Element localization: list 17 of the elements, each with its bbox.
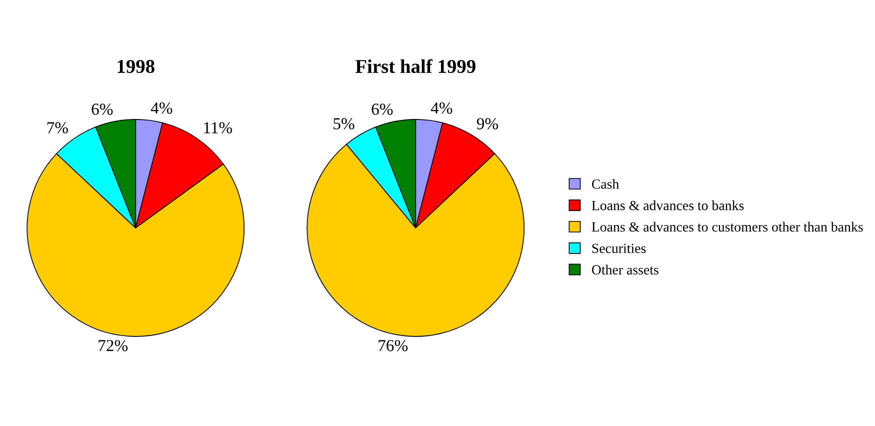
chart-title: 1998 <box>118 60 154 74</box>
data-label: 72% <box>98 340 128 352</box>
legend-label: Loans & advances to customers other than banks <box>592 222 863 232</box>
legend-label: Cash <box>592 179 619 189</box>
legend-label: Loans & advances to banks <box>592 200 744 210</box>
data-label: 6% <box>372 104 393 115</box>
data-label: 4% <box>150 102 172 114</box>
legend-label: Other assets <box>592 264 658 274</box>
data-label: 9% <box>476 118 498 130</box>
chart-title: First half 1999 <box>355 59 476 74</box>
data-label: 5% <box>334 118 354 130</box>
data-label: 7% <box>47 122 68 134</box>
data-label: 11% <box>204 122 232 134</box>
legend-label: Securities <box>592 244 646 254</box>
data-label: 6% <box>92 104 113 115</box>
data-label: 4% <box>430 102 452 114</box>
data-label: 76% <box>378 340 408 352</box>
